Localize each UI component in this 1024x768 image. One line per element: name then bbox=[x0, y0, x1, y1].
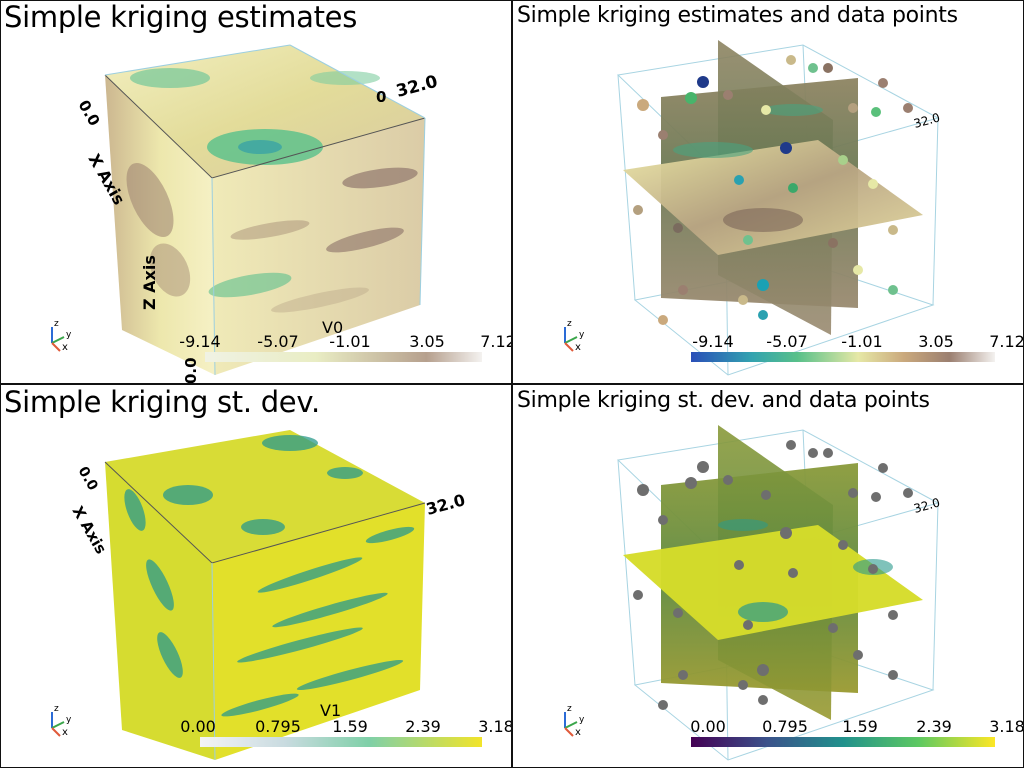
cube-edge bbox=[211, 562, 216, 761]
scalar-bar-tick: 0.00 bbox=[690, 717, 726, 736]
field-blob bbox=[130, 68, 210, 88]
orientation-axes-widget: z y x bbox=[51, 319, 72, 353]
scalar-bar-tick: -1.01 bbox=[329, 332, 371, 351]
field-blob bbox=[723, 208, 803, 232]
slice-render-stdev[interactable]: 32.0 z y x bbox=[513, 385, 1024, 768]
scalar-bar-tick: -9.14 bbox=[179, 332, 221, 351]
data-points bbox=[633, 440, 913, 710]
cube-edge bbox=[289, 44, 426, 119]
cube-top-face bbox=[105, 430, 425, 563]
axis-tick-label: 32.0 bbox=[394, 72, 440, 102]
scalar-bar-tick: 1.59 bbox=[842, 717, 878, 736]
cube-edge bbox=[419, 117, 426, 306]
field-blob bbox=[673, 142, 753, 158]
svg-text:x: x bbox=[62, 342, 68, 353]
scalar-bar-tick: 0.795 bbox=[255, 717, 301, 736]
scalar-bar-tick: -9.14 bbox=[692, 332, 734, 351]
svg-text:x: x bbox=[62, 727, 68, 738]
field-blob bbox=[271, 287, 369, 313]
slice-z bbox=[623, 140, 923, 255]
scalar-bar-tick: 2.39 bbox=[916, 717, 952, 736]
axis-tick-label: 0.0 bbox=[75, 464, 101, 494]
svg-text:y: y bbox=[66, 330, 72, 340]
cube-left-face bbox=[105, 462, 215, 760]
scalar-bar-tick: 0.795 bbox=[762, 717, 808, 736]
axis-tick-label: 32.0 bbox=[424, 490, 467, 519]
data-points bbox=[633, 55, 913, 325]
svg-text:z: z bbox=[567, 319, 572, 329]
orientation-axes-widget: z y x bbox=[564, 319, 585, 353]
axis-tick-label: 0 bbox=[376, 88, 386, 106]
axis-tick-label: 32.0 bbox=[912, 110, 941, 130]
scalar-bar-tick: -5.07 bbox=[257, 332, 299, 351]
panel-kriging-estimates-points[interactable]: 32.0 z y x Simple kriging estimates and … bbox=[513, 0, 1024, 383]
scalar-bar-tick: 3.05 bbox=[918, 332, 954, 351]
field-blobs bbox=[124, 435, 415, 717]
axis-tick-label: 0.0 bbox=[75, 97, 104, 129]
panel-kriging-stdev-points[interactable]: 32.0 z y x Simple kriging st. dev. and d… bbox=[513, 385, 1024, 768]
slice-z bbox=[623, 525, 923, 640]
scalar-bar-tick: 2.39 bbox=[405, 717, 441, 736]
field-blob bbox=[126, 162, 174, 238]
field-blob bbox=[738, 602, 788, 622]
field-blob bbox=[342, 167, 418, 189]
panel-title: Simple kriging estimates bbox=[4, 0, 358, 34]
svg-text:y: y bbox=[579, 330, 585, 340]
svg-text:y: y bbox=[66, 715, 72, 725]
cube-right-face bbox=[212, 503, 425, 760]
panel-title: Simple kriging st. dev. and data points bbox=[517, 388, 930, 413]
panel-title: Simple kriging st. dev. bbox=[4, 385, 320, 419]
svg-text:x: x bbox=[575, 727, 581, 738]
panel-divider-horizontal bbox=[0, 383, 1024, 385]
scalar-bar-tick: 3.05 bbox=[409, 332, 445, 351]
scalar-bar-tick: 1.59 bbox=[332, 717, 368, 736]
scalar-bar-tick: 0.00 bbox=[180, 717, 216, 736]
scalar-bar-tick: -5.07 bbox=[766, 332, 808, 351]
field-blob bbox=[310, 71, 380, 85]
scalar-bar-tick: 7.12 bbox=[989, 332, 1024, 351]
field-blob bbox=[763, 104, 823, 116]
field-blob bbox=[718, 519, 768, 531]
scalar-bar bbox=[205, 352, 482, 362]
svg-text:z: z bbox=[54, 319, 59, 329]
volume-render-stdev[interactable]: 0.0 32.0 X Axis z y x bbox=[0, 385, 511, 768]
cube-edge bbox=[104, 44, 291, 76]
panel-kriging-estimates[interactable]: 0.0 32.0 X Axis Z Axis 0.0 0 z y x bbox=[0, 0, 511, 383]
field-blob bbox=[230, 220, 310, 240]
field-blob bbox=[149, 243, 191, 297]
scalar-bar bbox=[691, 737, 995, 747]
svg-text:z: z bbox=[54, 704, 59, 714]
x-axis-label: X Axis bbox=[69, 503, 111, 557]
scalar-bar-title: V1 bbox=[320, 701, 342, 720]
field-blob bbox=[238, 140, 282, 154]
svg-text:y: y bbox=[579, 715, 585, 725]
panel-kriging-stdev[interactable]: 0.0 32.0 X Axis z y x Simple kriging st.… bbox=[0, 385, 511, 768]
scalar-bar-tick: 7.12 bbox=[480, 332, 511, 351]
svg-text:x: x bbox=[575, 342, 581, 353]
scalar-bar-tick: 3.18 bbox=[989, 717, 1024, 736]
axis-tick-label: 0.0 bbox=[182, 357, 200, 383]
axis-tick-label: 32.0 bbox=[912, 495, 941, 515]
orientation-axes-widget: z y x bbox=[51, 704, 72, 738]
scalar-bar-tick: 3.18 bbox=[478, 717, 511, 736]
scalar-bar bbox=[691, 352, 995, 362]
scalar-bar bbox=[200, 737, 482, 747]
cube-edge bbox=[211, 177, 216, 376]
orientation-axes-widget: z y x bbox=[564, 704, 585, 738]
z-axis-label: Z Axis bbox=[140, 255, 159, 310]
field-blob bbox=[326, 227, 404, 253]
scalar-bar-tick: -1.01 bbox=[841, 332, 883, 351]
field-blob bbox=[208, 272, 292, 298]
svg-text:z: z bbox=[567, 704, 572, 714]
volume-render-estimates[interactable]: 0.0 32.0 X Axis Z Axis 0.0 0 z y x bbox=[0, 0, 511, 383]
scalar-bar-title: V0 bbox=[322, 318, 344, 337]
panel-title: Simple kriging estimates and data points bbox=[517, 3, 958, 28]
slice-render-estimates[interactable]: 32.0 z y x bbox=[513, 0, 1024, 383]
